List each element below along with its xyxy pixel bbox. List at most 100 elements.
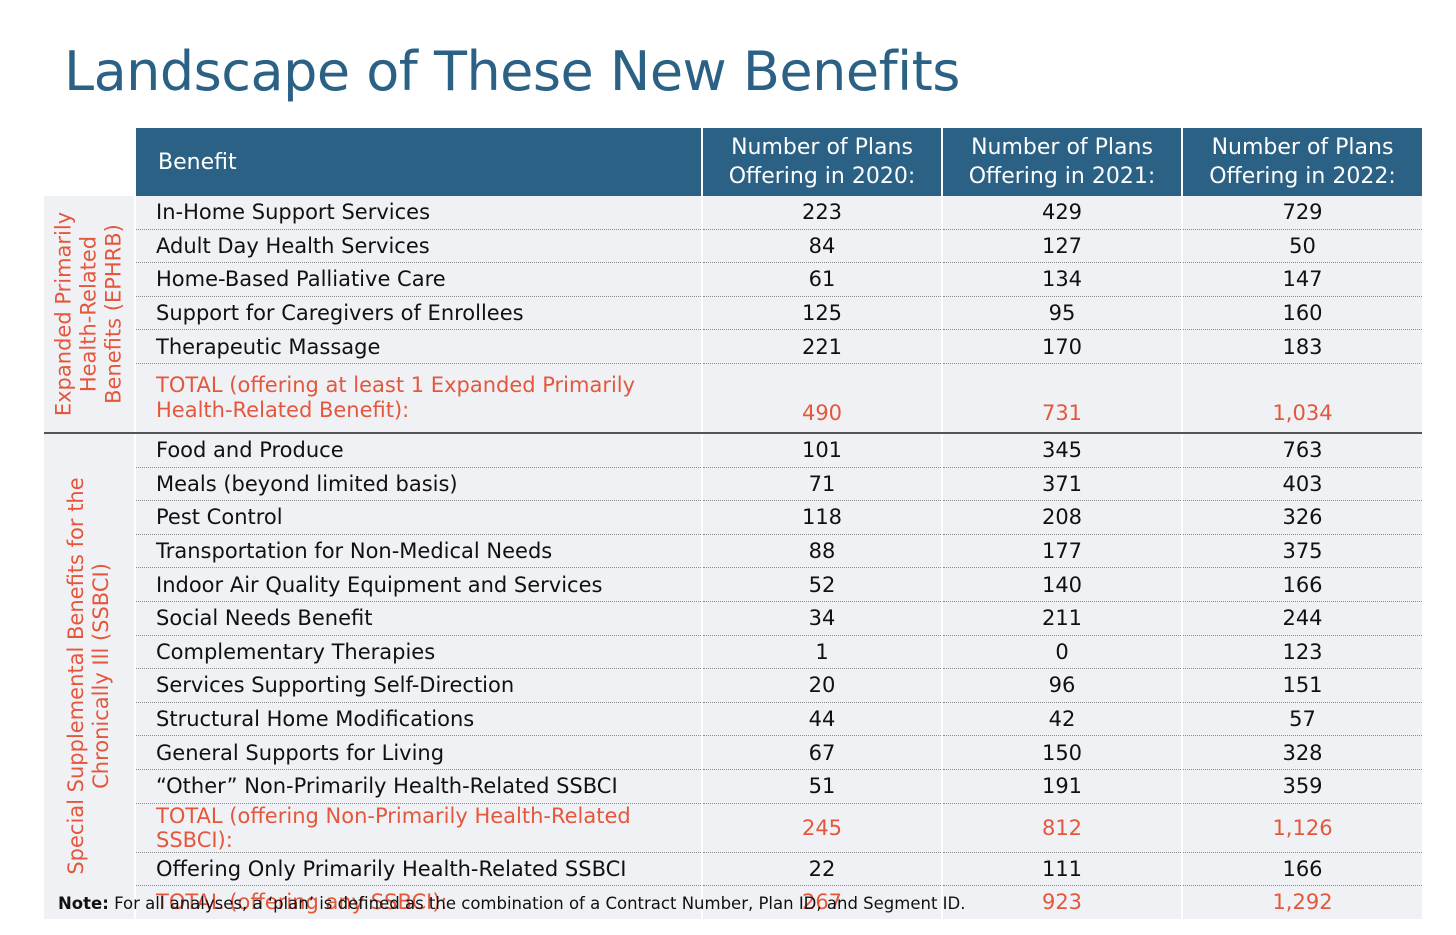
table-row-total: TOTAL (offering any SSBCI): 267 923 1,292 xyxy=(44,885,1422,919)
table-row: Transportation for Non-Medical Needs 88 17… xyxy=(44,534,1422,569)
benefit-line: TOTAL (offering at least 1 Expanded Prim… xyxy=(156,372,636,397)
value-cell-2022: 729 xyxy=(1182,196,1422,230)
value-cell-2022: 763 xyxy=(1182,432,1422,468)
table-row: Therapeutic Massage 221 170 183 xyxy=(44,329,1422,364)
table-row: General Supports for Living 67 150 328 xyxy=(44,735,1422,770)
benefit-cell: Offering Only Primarily Health-Related S… xyxy=(135,852,703,887)
footnote-label: Note: xyxy=(58,894,109,913)
value-cell-2020: 34 xyxy=(702,601,943,636)
header-benefit: Benefit xyxy=(135,128,703,196)
value-cell-2021: 0 xyxy=(942,635,1183,670)
value-cell-2021: 345 xyxy=(942,432,1183,468)
table-row: Support for Caregivers of Enrollees 125 95… xyxy=(44,296,1422,331)
value-cell-2022: 147 xyxy=(1182,262,1422,297)
value-cell-2021: 140 xyxy=(942,567,1183,602)
benefit-cell: Indoor Air Quality Equipment and Service… xyxy=(135,567,703,602)
value-cell-2021: 96 xyxy=(942,668,1183,703)
value-cell-2020: 84 xyxy=(702,229,943,264)
value-cell-2021: 923 xyxy=(942,885,1183,919)
value-cell-2021: 731 xyxy=(942,363,1183,434)
value-cell-2020: 267 xyxy=(702,885,943,919)
benefit-cell: Complementary Therapies xyxy=(135,635,703,670)
table-row: Home-Based Palliative Care 61 134 147 xyxy=(44,262,1422,297)
value-cell-2020: 223 xyxy=(702,196,943,230)
header-blank-cell xyxy=(44,128,136,196)
header-2022: Number of Plans Offering in 2022: xyxy=(1182,128,1422,196)
table-row: Pest Control 118 208 326 xyxy=(44,500,1422,535)
header-2020-line2: Offering in 2020: xyxy=(728,164,916,189)
table-row: Meals (beyond limited basis) 71 371 403 xyxy=(44,467,1422,502)
benefit-cell: Pest Control xyxy=(135,500,703,535)
table-row: “Other” Non-Primarily Health-Related SSB… xyxy=(44,769,1422,804)
value-cell-2021: 429 xyxy=(942,196,1183,230)
table-row: Complementary Therapies 1 0 123 xyxy=(44,635,1422,670)
header-2021-line2: Offering in 2021: xyxy=(968,164,1156,189)
section-label-line: Chronically Ill (SSBCI) xyxy=(89,563,113,790)
header-2021-line1: Number of Plans xyxy=(971,135,1153,160)
value-cell-2022: 1,034 xyxy=(1182,363,1422,434)
value-cell-2022: 57 xyxy=(1182,702,1422,737)
value-cell-2020: 52 xyxy=(702,567,943,602)
value-cell-2020: 245 xyxy=(702,803,943,853)
section-label-cell: Special Supplemental Benefits for the Chr… xyxy=(44,432,136,919)
value-cell-2022: 123 xyxy=(1182,635,1422,670)
value-cell-2022: 359 xyxy=(1182,769,1422,804)
value-cell-2022: 328 xyxy=(1182,735,1422,770)
benefit-cell: Home-Based Palliative Care xyxy=(135,262,703,297)
value-cell-2020: 221 xyxy=(702,329,943,364)
section-label-cell: Expanded Primarily Health-Related Benefits… xyxy=(44,196,136,434)
value-cell-2021: 95 xyxy=(942,296,1183,331)
value-cell-2021: 111 xyxy=(942,852,1183,887)
table-row: Services Supporting Self-Direction 20 96 15… xyxy=(44,668,1422,703)
value-cell-2020: 71 xyxy=(702,467,943,502)
section-label: Expanded Primarily Health-Related Benefits… xyxy=(52,212,127,416)
value-cell-2021: 170 xyxy=(942,329,1183,364)
header-2022-line1: Number of Plans xyxy=(1211,135,1394,160)
value-cell-2022: 375 xyxy=(1182,534,1422,569)
value-cell-2021: 211 xyxy=(942,601,1183,636)
value-cell-2020: 125 xyxy=(702,296,943,331)
benefit-cell: TOTAL (offering any SSBCI): xyxy=(135,885,703,919)
value-cell-2020: 490 xyxy=(702,363,943,434)
value-cell-2020: 22 xyxy=(702,852,943,887)
value-cell-2022: 151 xyxy=(1182,668,1422,703)
value-cell-2020: 118 xyxy=(702,500,943,535)
value-cell-2021: 134 xyxy=(942,262,1183,297)
benefit-cell: TOTAL (offering Non-Primarily Health-Rel… xyxy=(135,803,703,853)
table-row: Social Needs Benefit 34 211 244 xyxy=(44,601,1422,636)
value-cell-2020: 20 xyxy=(702,668,943,703)
table-row: Offering Only Primarily Health-Related S… xyxy=(44,852,1422,887)
benefit-cell: In-Home Support Services xyxy=(135,196,703,230)
value-cell-2022: 244 xyxy=(1182,601,1422,636)
table-row: Indoor Air Quality Equipment and Service… xyxy=(44,567,1422,602)
benefit-cell: General Supports for Living xyxy=(135,735,703,770)
value-cell-2020: 51 xyxy=(702,769,943,804)
benefit-cell: Social Needs Benefit xyxy=(135,601,703,636)
benefits-table: Benefit Number of Plans Offering in 2020… xyxy=(44,128,1422,919)
value-cell-2021: 812 xyxy=(942,803,1183,853)
benefit-cell: Adult Day Health Services xyxy=(135,229,703,264)
value-cell-2020: 44 xyxy=(702,702,943,737)
value-cell-2021: 150 xyxy=(942,735,1183,770)
table-row: Adult Day Health Services 84 127 50 xyxy=(44,229,1422,264)
value-cell-2021: 191 xyxy=(942,769,1183,804)
value-cell-2022: 1,126 xyxy=(1182,803,1422,853)
value-cell-2021: 42 xyxy=(942,702,1183,737)
table-row: Structural Home Modifications 44 42 57 xyxy=(44,702,1422,737)
table-row: Special Supplemental Benefits for the Chr… xyxy=(44,432,1422,919)
value-cell-2022: 183 xyxy=(1182,329,1422,364)
value-cell-2022: 1,292 xyxy=(1182,885,1422,919)
value-cell-2020: 88 xyxy=(702,534,943,569)
benefit-cell: “Other” Non-Primarily Health-Related SSB… xyxy=(135,769,703,804)
header-2020: Number of Plans Offering in 2020: xyxy=(702,128,943,196)
value-cell-2020: 67 xyxy=(702,735,943,770)
value-cell-2021: 208 xyxy=(942,500,1183,535)
value-cell-2021: 177 xyxy=(942,534,1183,569)
footnote: Note: For all analyses, a ‘plan’ is defi… xyxy=(58,894,965,913)
section-label-line: Special Supplemental Benefits for the xyxy=(64,477,88,875)
benefit-cell: Transportation for Non-Medical Needs xyxy=(135,534,703,569)
value-cell-2022: 326 xyxy=(1182,500,1422,535)
benefit-cell: Therapeutic Massage xyxy=(135,329,703,364)
benefit-cell: Structural Home Modifications xyxy=(135,702,703,737)
value-cell-2022: 160 xyxy=(1182,296,1422,331)
